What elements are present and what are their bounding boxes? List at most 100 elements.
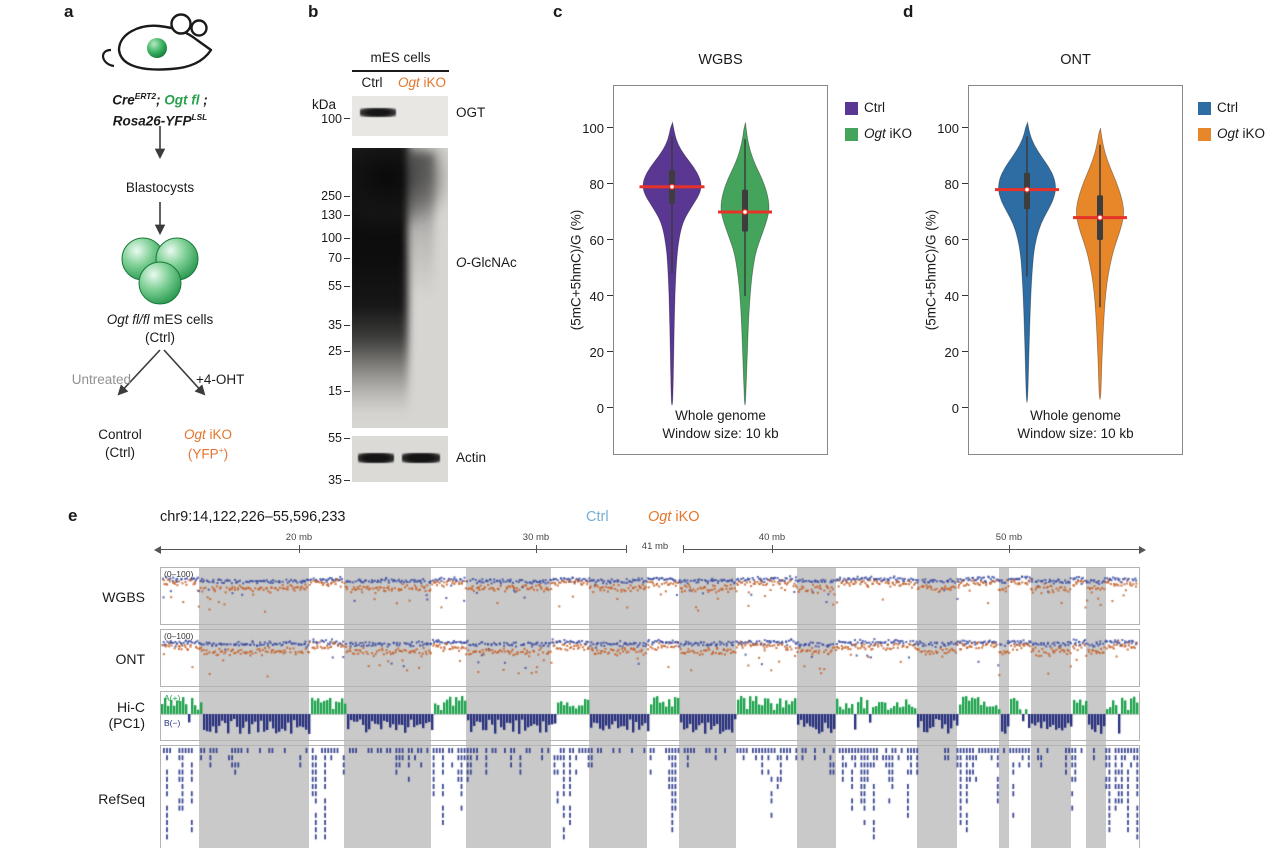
locus-label: chr9:14,122,226–55,596,233: [160, 509, 346, 525]
legend-swatch-ctrl: [1198, 102, 1211, 115]
blot-actin-label: Actin: [456, 450, 487, 465]
panel-c-note2: Window size: 10 kb: [662, 426, 779, 441]
kda-tick: [344, 480, 350, 482]
ytick: 0: [951, 401, 959, 416]
track-wgbs-canvas: [161, 568, 1139, 624]
ytick-mark: [962, 351, 968, 353]
mes-cells-ctrl-label: (Ctrl): [145, 330, 175, 345]
kda-marker: 55: [328, 431, 342, 445]
legend-swatch-iko: [1198, 128, 1211, 141]
legend-iko-rest: iKO: [885, 126, 913, 141]
lane-iko-rest: iKO: [419, 75, 447, 90]
ytick-mark: [962, 127, 968, 129]
mes-cells-icon: [121, 237, 199, 305]
control-label: Control: [98, 427, 142, 442]
genotype-sep1: ;: [155, 92, 165, 108]
yfp-sup: +: [218, 445, 224, 455]
yfp-pre: (YFP: [187, 446, 219, 462]
panel-d-note1: Whole genome: [1030, 408, 1121, 423]
kda-marker: 130: [321, 208, 342, 222]
ytick: 60: [589, 233, 604, 248]
actin-band-iko: [402, 453, 440, 463]
blot-ogt-label: OGT: [456, 105, 486, 120]
track-ont-box: (0–100): [160, 629, 1140, 687]
legend-label-ctrl: Ctrl: [864, 100, 885, 115]
legend-iko-gene: Ogt: [1217, 126, 1239, 141]
actin-band-ctrl: [358, 453, 394, 463]
track-wgbs-scale: (0–100): [164, 569, 194, 579]
blot-header: mES cells: [370, 50, 431, 65]
lane-ctrl-label: Ctrl: [361, 75, 383, 90]
kda-tick: [344, 238, 350, 240]
oglcnac-smear-iko: [408, 154, 434, 304]
legend-label-ctrl: Ctrl: [1217, 100, 1238, 115]
kda-marker: 250: [321, 189, 342, 203]
ytick: 20: [589, 345, 604, 360]
kda-marker: 55: [328, 279, 342, 293]
lane-iko-gene: Ogt: [397, 75, 420, 90]
panel-c-label: c: [553, 2, 563, 21]
ytick: 60: [944, 233, 959, 248]
ruler-arrow-right: [1139, 546, 1146, 554]
iko-gene: Ogt: [183, 427, 206, 442]
mouse-icon: [102, 13, 213, 71]
ytick-mark: [607, 407, 613, 409]
kda-marker: 100: [321, 231, 342, 245]
track-refseq-box: [160, 745, 1140, 848]
gene-ogt-fl: Ogt fl: [164, 92, 200, 108]
track-legend-iko: Ogt iKO: [648, 509, 700, 525]
kda-tick: [344, 258, 350, 260]
track-label-wgbs: WGBS: [102, 589, 145, 605]
genotype-text: CreERT2; Ogt fl ; Rosa26-YFPLSL: [80, 88, 240, 129]
genotype-sep2: ;: [199, 92, 208, 108]
ruler-label: 20 mb: [285, 532, 313, 543]
ytick: 40: [589, 289, 604, 304]
blot-oglcnac-label: O-GlcNAc: [456, 255, 517, 270]
gene-cre: Cre: [112, 92, 135, 108]
ruler-line: [160, 549, 626, 551]
gene-rosa: Rosa26-YFP: [112, 113, 192, 128]
legend-iko-gene: Ogt: [864, 126, 886, 141]
kda-marker: 25: [328, 344, 342, 358]
kda-tick: [344, 286, 350, 288]
panel-d-note2: Window size: 10 kb: [1017, 426, 1134, 441]
panel-d-plot-box: [968, 85, 1183, 455]
panel-c-violins: [639, 120, 772, 406]
lane-iko-label: Ogt iKO: [394, 75, 450, 90]
track-label-refseq: RefSeq: [98, 791, 145, 807]
kda-tick: [344, 196, 350, 198]
span-bracket-tick: [626, 545, 628, 553]
arrow-down-1: [154, 126, 166, 160]
ytick-mark: [962, 407, 968, 409]
ruler-label: 30 mb: [522, 532, 550, 543]
kda-marker: 15: [328, 384, 342, 398]
ytick-mark: [607, 295, 613, 297]
track-legend-iko-rest: iKO: [671, 509, 700, 525]
panel-d-label: d: [903, 2, 914, 21]
kda-tick: [344, 325, 350, 327]
span-bracket-tick: [683, 545, 685, 553]
kda-tick: [344, 351, 350, 353]
kda-marker: 35: [328, 473, 342, 487]
tamoxifen-label: +4-OHT: [196, 372, 245, 387]
ytick: 100: [937, 121, 959, 136]
kda-label: kDa: [312, 97, 337, 112]
kda-tick: [344, 391, 350, 393]
ytick: 0: [596, 401, 604, 416]
ruler-label: 40 mb: [758, 532, 786, 543]
blot-actin: [352, 436, 448, 482]
track-wgbs-box: (0–100): [160, 567, 1140, 625]
kda-tick: [344, 438, 350, 440]
gene-rosa-sup: LSL: [191, 111, 208, 122]
kda-tick: [344, 118, 350, 120]
panel-a-label: a: [64, 2, 74, 21]
ogt-band: [360, 108, 396, 117]
kda-marker: 70: [328, 251, 342, 265]
ytick: 40: [944, 289, 959, 304]
legend-label-iko: Ogt iKO: [864, 126, 912, 141]
kda-marker: 100: [321, 112, 342, 126]
ytick: 100: [582, 121, 604, 136]
untreated-label: Untreated: [71, 372, 131, 387]
panel-e-label: e: [68, 506, 78, 525]
track-label-ont: ONT: [115, 651, 145, 667]
